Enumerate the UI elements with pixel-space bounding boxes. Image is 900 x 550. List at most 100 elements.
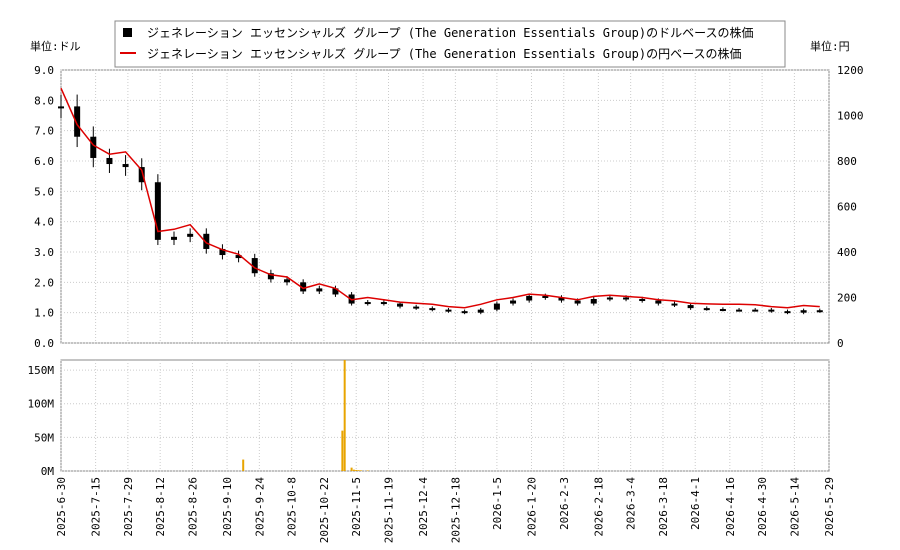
usd-price-bar	[171, 236, 178, 240]
y-left-tick-label: 9.0	[34, 64, 54, 77]
usd-price-bar	[154, 182, 161, 240]
usd-price-bar	[380, 302, 387, 305]
y-right-tick-label: 200	[837, 292, 857, 305]
volume-tick-label: 100M	[28, 398, 55, 411]
y-left-tick-label: 4.0	[34, 216, 54, 229]
volume-bar	[242, 459, 245, 471]
x-axis-tick-labels: 2025-6-30 2025-7-15 2025-7-29 2025-8-12 2025…	[55, 477, 836, 544]
x-tick-label: 2026-1-5	[491, 477, 504, 530]
usd-price-bar	[703, 308, 710, 311]
y-right-tick-label: 0	[837, 337, 844, 350]
y-left-tick-label: 0.0	[34, 337, 54, 350]
usd-price-bar	[623, 297, 630, 300]
usd-price-bar	[461, 311, 468, 314]
usd-price-bar	[251, 258, 258, 274]
x-tick-label: 2025-8-12	[154, 477, 167, 537]
x-tick-label: 2025-10-22	[318, 477, 331, 543]
legend-usd-label: ジェネレーション エッセンシャルズ グループ (The Generation E…	[147, 25, 754, 40]
x-tick-label: 2025-11-5	[350, 477, 363, 537]
x-tick-label: 2026-5-14	[788, 477, 801, 537]
x-tick-label: 2026-2-18	[592, 477, 605, 537]
volume-bar	[359, 470, 362, 471]
usd-price-bar	[203, 233, 210, 249]
usd-price-bar	[429, 308, 436, 311]
x-tick-label: 2025-11-19	[382, 477, 395, 543]
usd-price-bar	[510, 300, 517, 304]
usd-price-bar	[316, 288, 323, 292]
x-tick-label: 2026-4-1	[689, 477, 702, 530]
y-right-tick-label: 800	[837, 155, 857, 168]
usd-price-bar	[816, 310, 823, 313]
left-axis-ticks: 0.0 1.0 2.0 3.0 4.0 5.0 6.0 7.0 8.0 9.0	[34, 64, 54, 350]
usd-price-bar	[768, 309, 775, 312]
usd-price-bar	[138, 167, 145, 183]
usd-price-bar	[445, 309, 452, 312]
usd-price-bar	[574, 300, 581, 304]
x-tick-label: 2026-4-16	[724, 477, 737, 537]
y-left-unit-label: 単位:ドル	[30, 39, 81, 53]
usd-price-bar	[719, 309, 726, 312]
jpy-price-line	[60, 87, 820, 309]
y-right-tick-label: 1000	[837, 110, 864, 123]
y-left-tick-label: 7.0	[34, 125, 54, 138]
usd-price-bar	[413, 306, 420, 309]
volume-bar	[341, 430, 344, 471]
volume-grid	[60, 360, 830, 472]
x-tick-label: 2026-5-29	[823, 477, 836, 537]
usd-price-bar	[493, 303, 500, 310]
usd-price-bar	[606, 297, 613, 300]
x-tick-label: 2025-7-15	[90, 477, 103, 537]
usd-price-bar	[558, 297, 565, 301]
y-left-tick-label: 5.0	[34, 185, 54, 198]
usd-price-bar	[655, 300, 662, 304]
usd-price-bar	[542, 295, 549, 298]
x-tick-label: 2026-4-30	[756, 477, 769, 537]
y-right-tick-label: 400	[837, 246, 857, 259]
usd-price-bar	[219, 248, 226, 256]
usd-price-bar	[187, 233, 194, 237]
usd-price-bar	[364, 302, 371, 305]
usd-price-bar	[687, 305, 694, 309]
volume-bar	[343, 360, 346, 471]
volume-bar	[355, 469, 358, 471]
x-tick-label: 2025-7-29	[122, 477, 135, 537]
volume-bar	[366, 470, 369, 471]
volume-bars	[242, 360, 369, 471]
usd-price-bar	[800, 310, 807, 313]
usd-price-bar	[74, 106, 81, 137]
right-axis-ticks: 0 200 400 600 800 1000 1200	[837, 64, 864, 350]
usd-price-bar	[477, 309, 484, 313]
usd-price-bar	[58, 106, 64, 109]
x-tick-label: 2025-12-4	[417, 477, 430, 537]
usd-price-bar	[590, 299, 597, 304]
legend-jpy-label: ジェネレーション エッセンシャルズ グループ (The Generation E…	[147, 46, 742, 61]
y-left-tick-label: 1.0	[34, 307, 54, 320]
usd-price-bar	[332, 288, 339, 295]
x-tick-label: 2025-8-26	[186, 477, 199, 537]
y-left-tick-label: 3.0	[34, 246, 54, 259]
volume-panel: 0M 50M 100M 150M	[28, 359, 830, 478]
volume-bar	[350, 467, 353, 471]
usd-price-bar	[526, 295, 533, 301]
volume-tick-label: 0M	[41, 465, 55, 478]
x-tick-label: 2025-9-10	[221, 477, 234, 537]
y-right-tick-label: 1200	[837, 64, 864, 77]
usd-price-bar	[752, 309, 759, 312]
volume-axis-ticks: 0M 50M 100M 150M	[28, 364, 55, 478]
usd-price-bar	[784, 311, 791, 314]
usd-price-bar	[267, 273, 274, 280]
y-left-tick-label: 6.0	[34, 155, 54, 168]
usd-price-bar	[284, 279, 291, 283]
x-tick-label: 2025-10-8	[286, 477, 299, 537]
legend: ジェネレーション エッセンシャルズ グループ (The Generation E…	[114, 20, 786, 68]
price-grid	[60, 69, 830, 344]
volume-bar	[352, 469, 355, 471]
y-left-tick-label: 8.0	[34, 94, 54, 107]
usd-price-bar	[122, 164, 129, 168]
usd-price-bar	[397, 303, 404, 307]
x-tick-label: 2026-2-3	[558, 477, 571, 530]
volume-tick-label: 150M	[28, 364, 55, 377]
usd-price-bar	[639, 299, 646, 302]
usd-price-bar	[671, 303, 678, 306]
